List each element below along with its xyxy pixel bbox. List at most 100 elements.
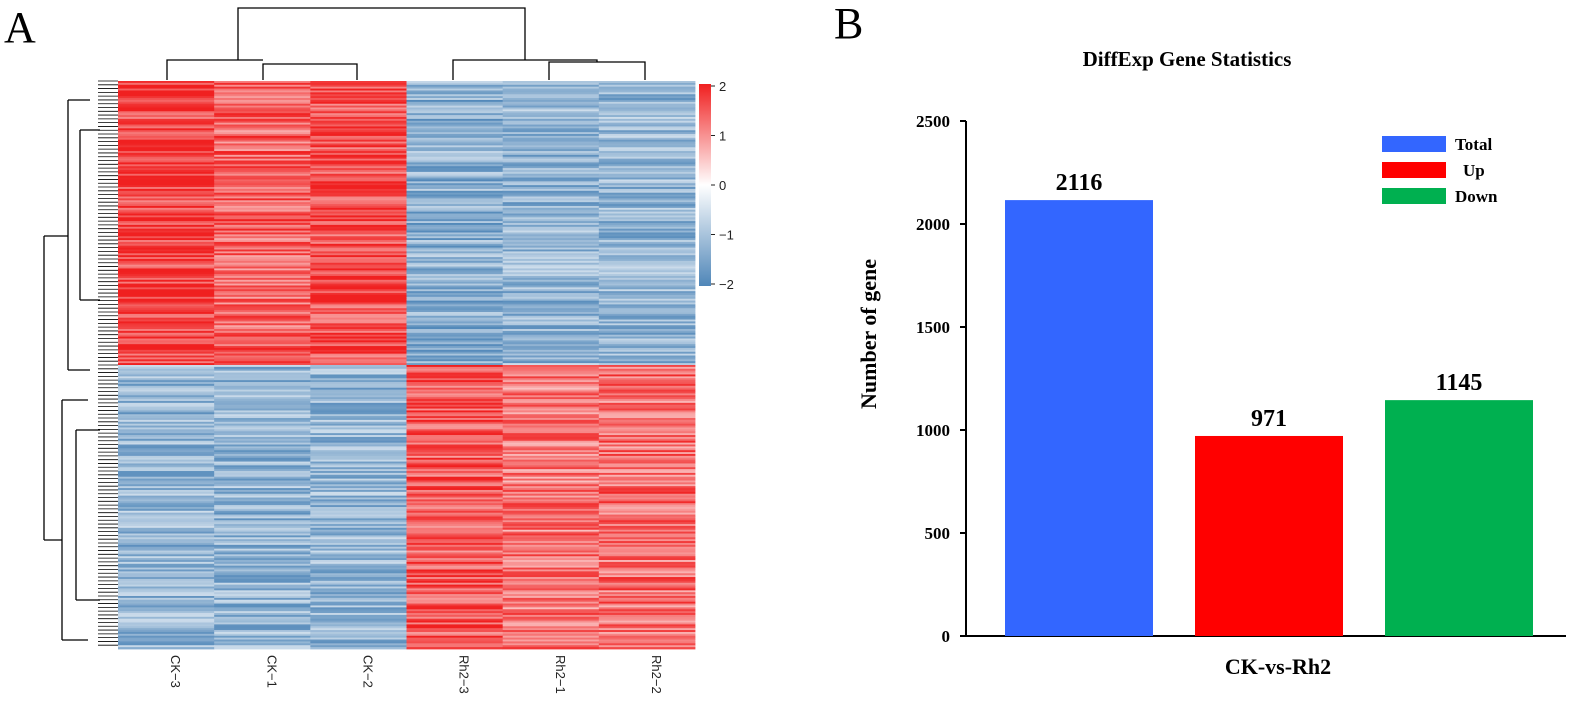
heatmap-cell <box>118 274 215 277</box>
heatmap-cell <box>598 101 696 105</box>
heatmap-cell <box>598 489 696 493</box>
heatmap-cell <box>502 380 600 383</box>
heatmap-cell <box>502 177 600 180</box>
heatmap-cell <box>502 152 600 156</box>
heatmap-cell <box>502 363 600 366</box>
heatmap-cell <box>214 223 311 226</box>
heatmap-cell <box>502 192 600 195</box>
heatmap-cell <box>310 486 407 489</box>
heatmap-cell <box>214 416 311 419</box>
heatmap-cell <box>598 294 696 298</box>
heatmap-cell <box>118 277 215 281</box>
heatmap-cell <box>118 308 215 311</box>
heatmap-cell <box>406 539 504 542</box>
heatmap-cell <box>310 647 407 650</box>
heatmap-cell <box>214 120 311 124</box>
heatmap-cell <box>214 380 311 383</box>
heatmap-cell <box>502 276 600 279</box>
heatmap-cell <box>310 489 407 493</box>
heatmap-cell <box>406 397 504 400</box>
heatmap-cell <box>406 616 504 620</box>
heatmap-cell <box>214 507 311 510</box>
heatmap-cell <box>502 257 600 260</box>
heatmap-cell <box>118 359 215 362</box>
heatmap-cell <box>310 385 407 389</box>
panel-b-letter: B <box>834 0 863 48</box>
heatmap-cell <box>214 548 311 551</box>
heatmap-cell <box>598 281 696 284</box>
heatmap-cell <box>598 98 696 101</box>
heatmap-cell <box>118 395 215 398</box>
heatmap-cell <box>214 452 311 455</box>
heatmap-cell <box>406 82 504 86</box>
heatmap-cell <box>118 560 215 563</box>
heatmap-cell <box>118 205 215 209</box>
heatmap-cell <box>406 611 504 614</box>
heatmap-cell <box>310 525 407 529</box>
heatmap-cell <box>502 270 600 273</box>
heatmap-cell <box>598 639 696 642</box>
heatmap-cell <box>598 374 696 377</box>
heatmap-cell <box>214 289 311 292</box>
heatmap-cell <box>214 387 311 391</box>
heatmap-cell <box>310 480 407 483</box>
heatmap-cell <box>598 499 696 502</box>
heatmap-cell <box>406 164 504 167</box>
heatmap-cell <box>598 643 696 646</box>
heatmap-cell <box>598 605 696 608</box>
heatmap-cell <box>214 185 311 188</box>
heatmap-cell <box>406 387 504 391</box>
heatmap-cell <box>598 90 696 93</box>
heatmap-cell <box>502 130 600 133</box>
heatmap-cell <box>598 438 696 442</box>
heatmap-cell <box>118 571 215 574</box>
heatmap-cell <box>214 147 311 150</box>
heatmap-cell <box>310 310 407 313</box>
heatmap-cell <box>502 251 600 254</box>
heatmap-cell <box>310 614 407 618</box>
heatmap-cell <box>502 558 600 561</box>
heatmap-cell <box>502 544 600 548</box>
heatmap-cell <box>214 597 311 601</box>
heatmap-cell <box>214 149 311 152</box>
heatmap-cell <box>118 221 215 224</box>
heatmap-cell <box>118 330 215 334</box>
heatmap-cell <box>406 595 504 599</box>
heatmap-cell <box>214 329 311 332</box>
heatmap-cell <box>406 251 504 254</box>
heatmap-cell <box>406 168 504 171</box>
heatmap-cell <box>406 315 504 319</box>
heatmap-cell <box>598 264 696 267</box>
heatmap-cell <box>406 334 504 337</box>
heatmap-cell <box>502 524 600 527</box>
heatmap-cell <box>310 577 407 580</box>
heatmap-cell <box>310 173 407 177</box>
heatmap-cell <box>502 637 600 640</box>
heatmap-cell <box>598 230 696 233</box>
heatmap-cell <box>502 495 600 498</box>
heatmap-cell <box>118 302 215 305</box>
heatmap-cell <box>502 595 600 599</box>
heatmap-cell <box>118 101 215 105</box>
heatmap-cell <box>214 601 311 604</box>
heatmap-cell <box>502 622 600 625</box>
heatmap-cell <box>598 410 696 413</box>
heatmap-cell <box>118 399 215 402</box>
heatmap-cell <box>310 221 407 224</box>
heatmap-cell <box>214 607 311 610</box>
color-scale-tick-label: 0 <box>719 178 726 193</box>
heatmap-cell <box>118 188 215 192</box>
heatmap-cell <box>214 126 311 129</box>
heatmap-cell <box>598 584 696 587</box>
heatmap-cell <box>214 190 311 194</box>
heatmap-cell <box>598 177 696 180</box>
heatmap-cell <box>310 251 407 254</box>
heatmap-cell <box>118 168 215 171</box>
heatmap-cell <box>502 482 600 485</box>
heatmap-cell <box>118 438 215 442</box>
heatmap-cell <box>406 380 504 383</box>
heatmap-cell <box>406 476 504 479</box>
color-scale-tick-label: −1 <box>719 228 734 243</box>
heatmap-cell <box>310 452 407 455</box>
heatmap-cell <box>310 548 407 551</box>
